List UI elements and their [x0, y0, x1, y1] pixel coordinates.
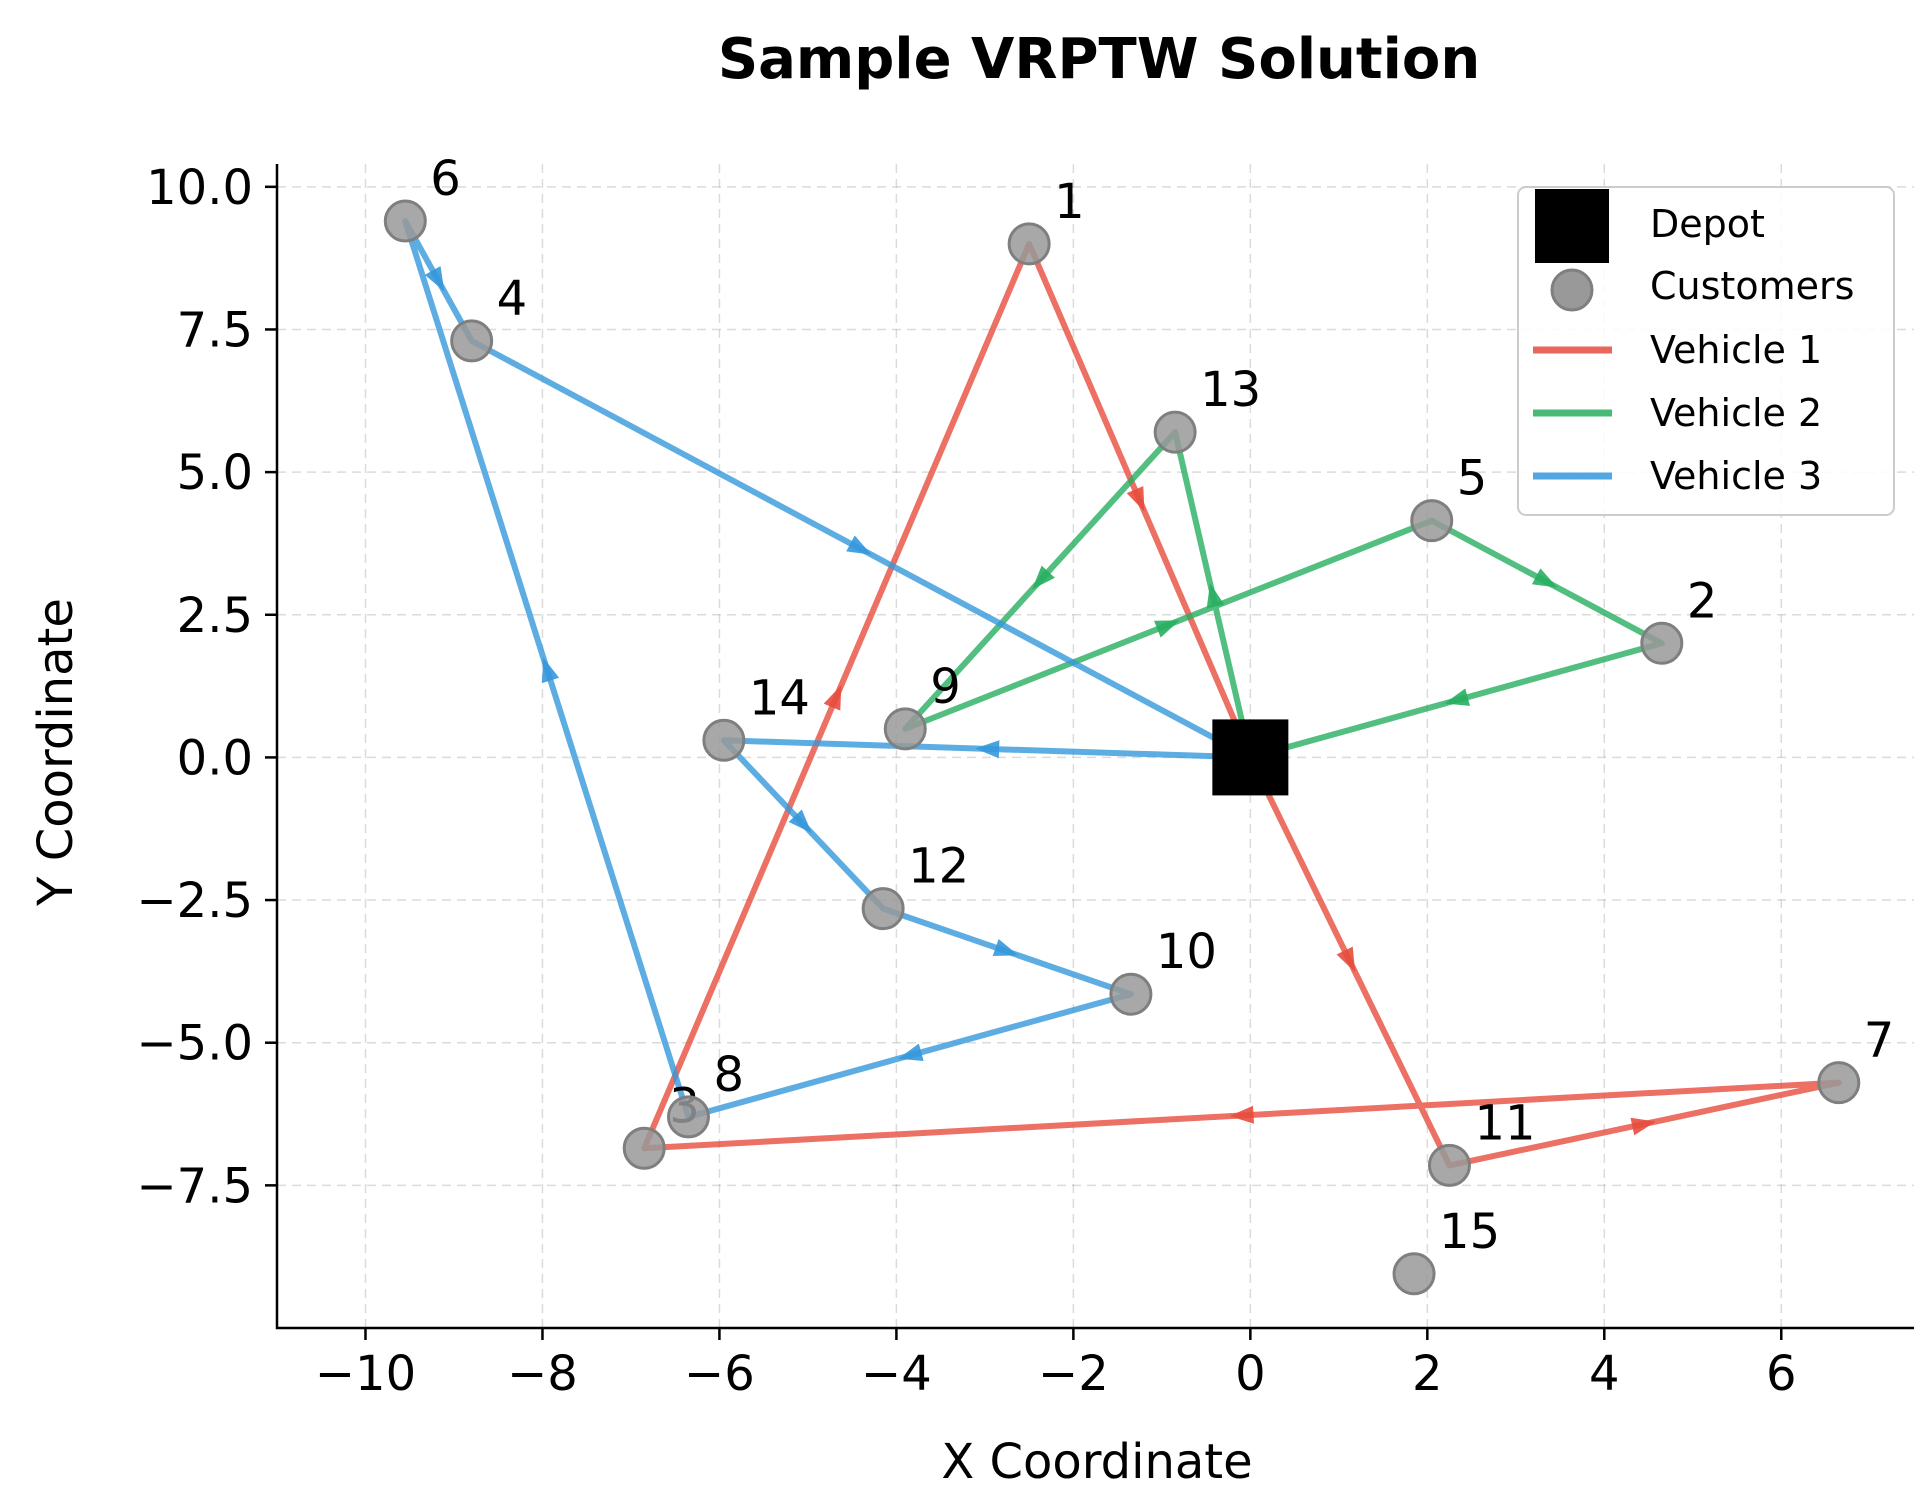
route-arrow-vehicle-2: [1444, 688, 1471, 706]
customer-marker: [1640, 621, 1684, 665]
chart-title: Sample VRPTW Solution: [718, 27, 1480, 92]
y-tick-label: 0.0: [177, 730, 253, 786]
customer-label: 13: [1200, 362, 1261, 418]
x-tick-label: −8: [507, 1346, 578, 1402]
depot-layer: [1212, 719, 1289, 796]
route-arrow-vehicle-1: [1229, 1105, 1254, 1124]
route-arrow-vehicle-2: [1206, 583, 1225, 609]
y-tick-label: 10.0: [146, 160, 253, 216]
y-tick-label: −2.5: [136, 873, 253, 929]
x-tick-label: 4: [1589, 1346, 1620, 1402]
x-tick-label: −6: [684, 1346, 755, 1402]
customer-marker: [666, 1095, 710, 1139]
customer-marker: [1427, 1143, 1471, 1187]
customer-marker: [1007, 222, 1051, 266]
customer-label: 2: [1687, 573, 1718, 629]
customer-marker: [450, 319, 494, 363]
y-tick-label: 7.5: [177, 302, 253, 358]
customer-marker: [383, 199, 427, 243]
customer-marker: [1817, 1061, 1861, 1105]
customer-label: 11: [1474, 1095, 1535, 1151]
customer-label: 1: [1054, 174, 1085, 230]
customer-marker: [1392, 1252, 1436, 1296]
x-tick-label: −10: [315, 1346, 416, 1402]
route-layer: [402, 218, 1842, 1169]
customer-marker: [622, 1126, 666, 1170]
grid-layer: [277, 164, 1914, 1328]
route-vehicle-1: [641, 240, 1842, 1169]
y-axis-label: Y Coordinate: [28, 598, 84, 907]
route-arrow-vehicle-3: [975, 740, 1000, 759]
customer-label: 12: [908, 839, 969, 895]
customer-marker: [861, 887, 905, 931]
customer-marker: [1153, 410, 1197, 454]
legend: Depot Customers Vehicle 1 Vehicle 2 Vehi…: [1517, 186, 1895, 516]
route-arrow-vehicle-3: [541, 657, 560, 684]
legend-customers-marker: [1550, 268, 1594, 312]
x-tick-label: 2: [1412, 1346, 1443, 1402]
legend-frame: [1517, 186, 1895, 516]
axes-layer: −10 −8 −6 −4 −2 0 2 4 6 10.0 7.5 5.0 2.5 0.0 −2.5 −5.0 −…: [136, 160, 1914, 1402]
route-arrow-vehicle-3: [424, 266, 445, 292]
x-tick-label: −4: [861, 1346, 932, 1402]
route-arrow-vehicle-1: [823, 685, 842, 711]
customer-marker: [883, 707, 927, 751]
customer-label: 14: [749, 670, 810, 726]
route-arrow-vehicle-3: [992, 938, 1019, 957]
customer-label: 5: [1457, 451, 1488, 507]
legend-depot-marker: [1535, 189, 1609, 263]
customer-label: 10: [1156, 924, 1217, 980]
x-tick-label: −2: [1038, 1346, 1109, 1402]
route-arrow-vehicle-3: [898, 1043, 924, 1062]
route-arrow-vehicle-1: [1126, 486, 1145, 512]
customer-marker: [1410, 499, 1454, 543]
customer-marker: [1109, 972, 1153, 1016]
route-arrow-vehicle-3: [788, 809, 812, 834]
legend-vehicle-3-label: Vehicle 3: [1650, 454, 1822, 498]
customer-label: 7: [1864, 1013, 1895, 1069]
customer-label: 8: [713, 1047, 744, 1103]
route-arrow-vehicle-2: [1154, 620, 1180, 638]
route-vehicle-3: [402, 218, 1254, 1120]
customer-label: 4: [497, 271, 528, 327]
y-tick-label: 2.5: [177, 588, 253, 644]
customer-layer: 123456789101112131415: [383, 151, 1895, 1296]
route-arrow-vehicle-1: [1336, 946, 1356, 973]
route-arrow-vehicle-2: [1531, 568, 1558, 588]
legend-customers-label: Customers: [1650, 264, 1854, 308]
x-tick-label: 6: [1766, 1346, 1797, 1402]
y-tick-label: −7.5: [136, 1158, 253, 1214]
y-tick-label: 5.0: [177, 445, 253, 501]
route-arrow-vehicle-2: [1032, 565, 1055, 590]
route-vehicle-2: [902, 429, 1665, 761]
y-tick-label: −5.0: [136, 1016, 253, 1072]
legend-vehicle-2-label: Vehicle 2: [1650, 391, 1822, 435]
depot-marker: [1212, 719, 1289, 796]
x-tick-label: 0: [1235, 1346, 1266, 1402]
route-arrow-vehicle-3: [846, 535, 872, 555]
customer-marker: [702, 718, 746, 762]
x-axis-label: X Coordinate: [941, 1434, 1252, 1490]
axis-spines: [275, 164, 1914, 1330]
customer-label: 15: [1439, 1204, 1500, 1260]
customer-label: 9: [930, 659, 961, 715]
legend-depot-label: Depot: [1650, 202, 1765, 246]
legend-vehicle-1-label: Vehicle 1: [1650, 328, 1822, 372]
customer-label: 6: [430, 151, 461, 207]
route-arrow-vehicle-1: [1630, 1117, 1656, 1136]
